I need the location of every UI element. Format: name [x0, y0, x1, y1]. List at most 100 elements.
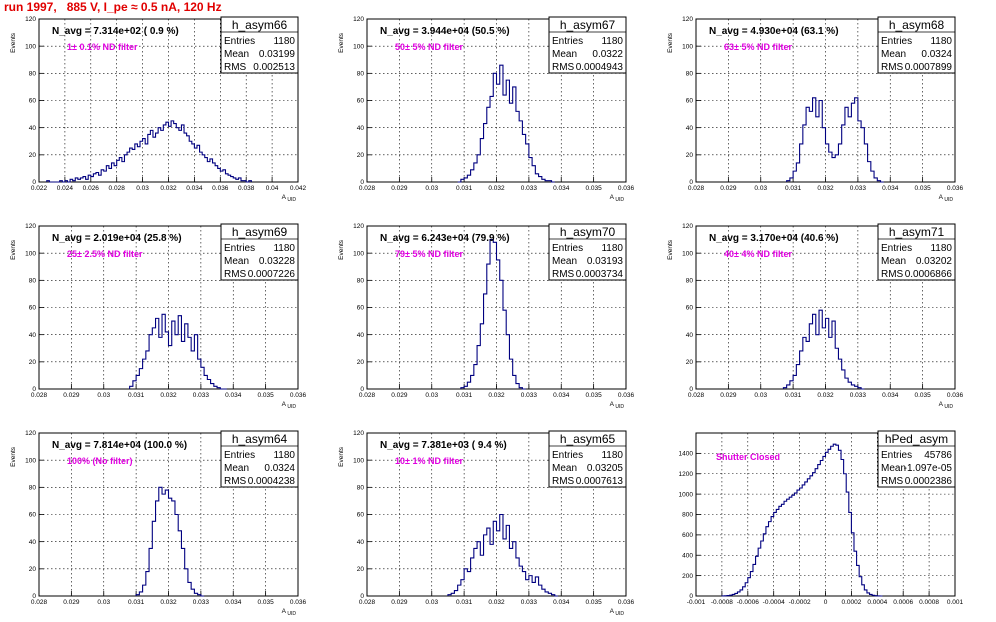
- y-tick-label: 100: [25, 250, 36, 257]
- histogram-panel-hPed_asym: -0.001 -0.0008 -0.0006 -0.0004 -0.0002 0 0.000…: [679, 430, 964, 606]
- y-tick-label: 100: [353, 457, 364, 464]
- x-tick-label: 0.034: [553, 599, 570, 606]
- y-tick-label: 40: [357, 332, 365, 339]
- y-tick-label: 0: [689, 593, 693, 600]
- y-tick-label: 20: [29, 359, 37, 366]
- histogram-panel-h_asym65: 0.028 0.029 0.03 0.031 0.032 0.033 0.034 0.035 0…: [338, 430, 635, 617]
- filter-label: 50± 5% ND filter: [395, 42, 463, 52]
- stats-value-entries: 1180: [601, 450, 623, 461]
- x-tick-label: 0.034: [225, 392, 242, 399]
- stats-label-mean: Mean: [224, 463, 249, 474]
- x-tick-label: 0.034: [186, 185, 203, 192]
- x-tick-label: 0.03: [754, 392, 767, 399]
- y-tick-label: 40: [29, 332, 37, 339]
- histogram-line: [782, 309, 865, 390]
- x-tick-label: 0.031: [785, 392, 802, 399]
- x-axis-label: A UID: [282, 608, 297, 617]
- y-tick-label: 0: [689, 386, 693, 393]
- x-tick-label: 0.031: [456, 185, 473, 192]
- x-tick-label: 0.032: [488, 185, 505, 192]
- x-tick-label: 0.029: [391, 185, 408, 192]
- x-tick-label: 0.034: [225, 599, 242, 606]
- x-tick-label: 0.028: [31, 599, 48, 606]
- x-tick-label: 0.036: [618, 599, 635, 606]
- x-tick-label: 0.033: [850, 392, 867, 399]
- histogram-panel-h_asym66: 0.022 0.024 0.026 0.028 0.03 0.032 0.034 0.036 0…: [10, 16, 307, 203]
- histogram-line: [447, 513, 559, 597]
- x-tick-label: 0.03: [97, 392, 110, 399]
- stats-label-entries: Entries: [224, 36, 255, 47]
- y-axis-label: Events: [667, 32, 674, 53]
- x-tick-label: 0.034: [882, 185, 899, 192]
- y-tick-label: 1000: [679, 491, 694, 498]
- histogram-line: [460, 239, 526, 390]
- y-tick-label: 0: [689, 179, 693, 186]
- x-tick-label: 0.035: [257, 392, 274, 399]
- stats-value-entries: 1180: [930, 36, 952, 47]
- filter-label: 10± 1% ND filter: [395, 456, 463, 466]
- x-axis-label: A UID: [282, 401, 297, 410]
- y-tick-label: 80: [357, 278, 365, 285]
- x-tick-label: 0.026: [83, 185, 100, 192]
- x-axis-label: A UID: [610, 401, 625, 410]
- stats-value-entries: 45786: [924, 450, 952, 461]
- filter-label: 1± 0.1% ND filter: [67, 42, 138, 52]
- stats-value-mean: 0.03199: [259, 49, 296, 60]
- y-tick-label: 60: [686, 98, 694, 105]
- x-tick-label: 0.036: [618, 185, 635, 192]
- y-axis-label: Events: [10, 32, 17, 53]
- x-tick-label: 0.032: [817, 185, 834, 192]
- run-title: run 1997, 885 V, I_pe ≈ 0.5 nA, 120 Hz: [4, 0, 222, 14]
- y-tick-label: 20: [357, 152, 365, 159]
- stats-label-rms: RMS: [881, 476, 904, 487]
- y-tick-label: 80: [357, 485, 365, 492]
- filter-label: 40± 4% ND filter: [724, 249, 792, 259]
- x-tick-label: -0.001: [687, 599, 706, 606]
- x-tick-label: 0.036: [212, 185, 229, 192]
- y-tick-label: 100: [25, 457, 36, 464]
- stats-title: hPed_asym: [885, 432, 948, 446]
- stats-value-mean: 0.03228: [259, 256, 296, 267]
- histogram-panel-h_asym68: 0.028 0.029 0.03 0.031 0.032 0.033 0.034 0.035 0…: [667, 16, 964, 203]
- x-tick-label: 0.034: [882, 392, 899, 399]
- stats-box: [877, 223, 956, 281]
- filter-label: 100% (No filter): [67, 456, 133, 466]
- stats-title: h_asym67: [560, 18, 616, 32]
- x-tick-label: 0.0004: [867, 599, 887, 606]
- y-tick-label: 120: [682, 16, 693, 23]
- y-tick-label: 60: [29, 98, 37, 105]
- stats-value-mean: 0.03193: [587, 256, 624, 267]
- x-tick-label: 0.035: [257, 599, 274, 606]
- y-tick-label: 60: [357, 512, 365, 519]
- stats-value-rms: 0.0003734: [576, 269, 624, 280]
- x-tick-label: 0.031: [456, 392, 473, 399]
- stats-title: h_asym65: [560, 432, 616, 446]
- x-tick-label: 0.028: [109, 185, 126, 192]
- y-tick-label: 0: [360, 593, 364, 600]
- n-avg-label: N_avg = 7.814e+04 (100.0 %): [52, 440, 187, 451]
- stats-value-rms: 0.0002386: [905, 476, 953, 487]
- y-tick-label: 40: [29, 539, 37, 546]
- stats-label-mean: Mean: [552, 49, 577, 60]
- x-tick-label: 0.029: [391, 599, 408, 606]
- stats-label-rms: RMS: [224, 62, 247, 73]
- y-tick-label: 100: [682, 43, 693, 50]
- y-tick-label: 80: [357, 71, 365, 78]
- stats-label-rms: RMS: [881, 62, 904, 73]
- n-avg-label: N_avg = 7.381e+03 ( 9.4 %): [380, 440, 507, 451]
- histogram-line: [721, 443, 883, 597]
- stats-box: [877, 430, 956, 488]
- y-tick-label: 40: [357, 125, 365, 132]
- x-tick-label: 0.0008: [919, 599, 939, 606]
- x-tick-label: 0.031: [128, 599, 145, 606]
- stats-value-rms: 0.002513: [253, 62, 295, 73]
- y-tick-label: 0: [360, 386, 364, 393]
- y-tick-label: 40: [686, 125, 694, 132]
- x-tick-label: 0.031: [128, 392, 145, 399]
- x-tick-label: 0.031: [456, 599, 473, 606]
- y-tick-label: 80: [686, 71, 694, 78]
- y-tick-label: 80: [686, 278, 694, 285]
- n-avg-label: N_avg = 7.314e+02 ( 0.9 %): [52, 26, 179, 37]
- filter-label: Shutter Closed: [716, 452, 780, 462]
